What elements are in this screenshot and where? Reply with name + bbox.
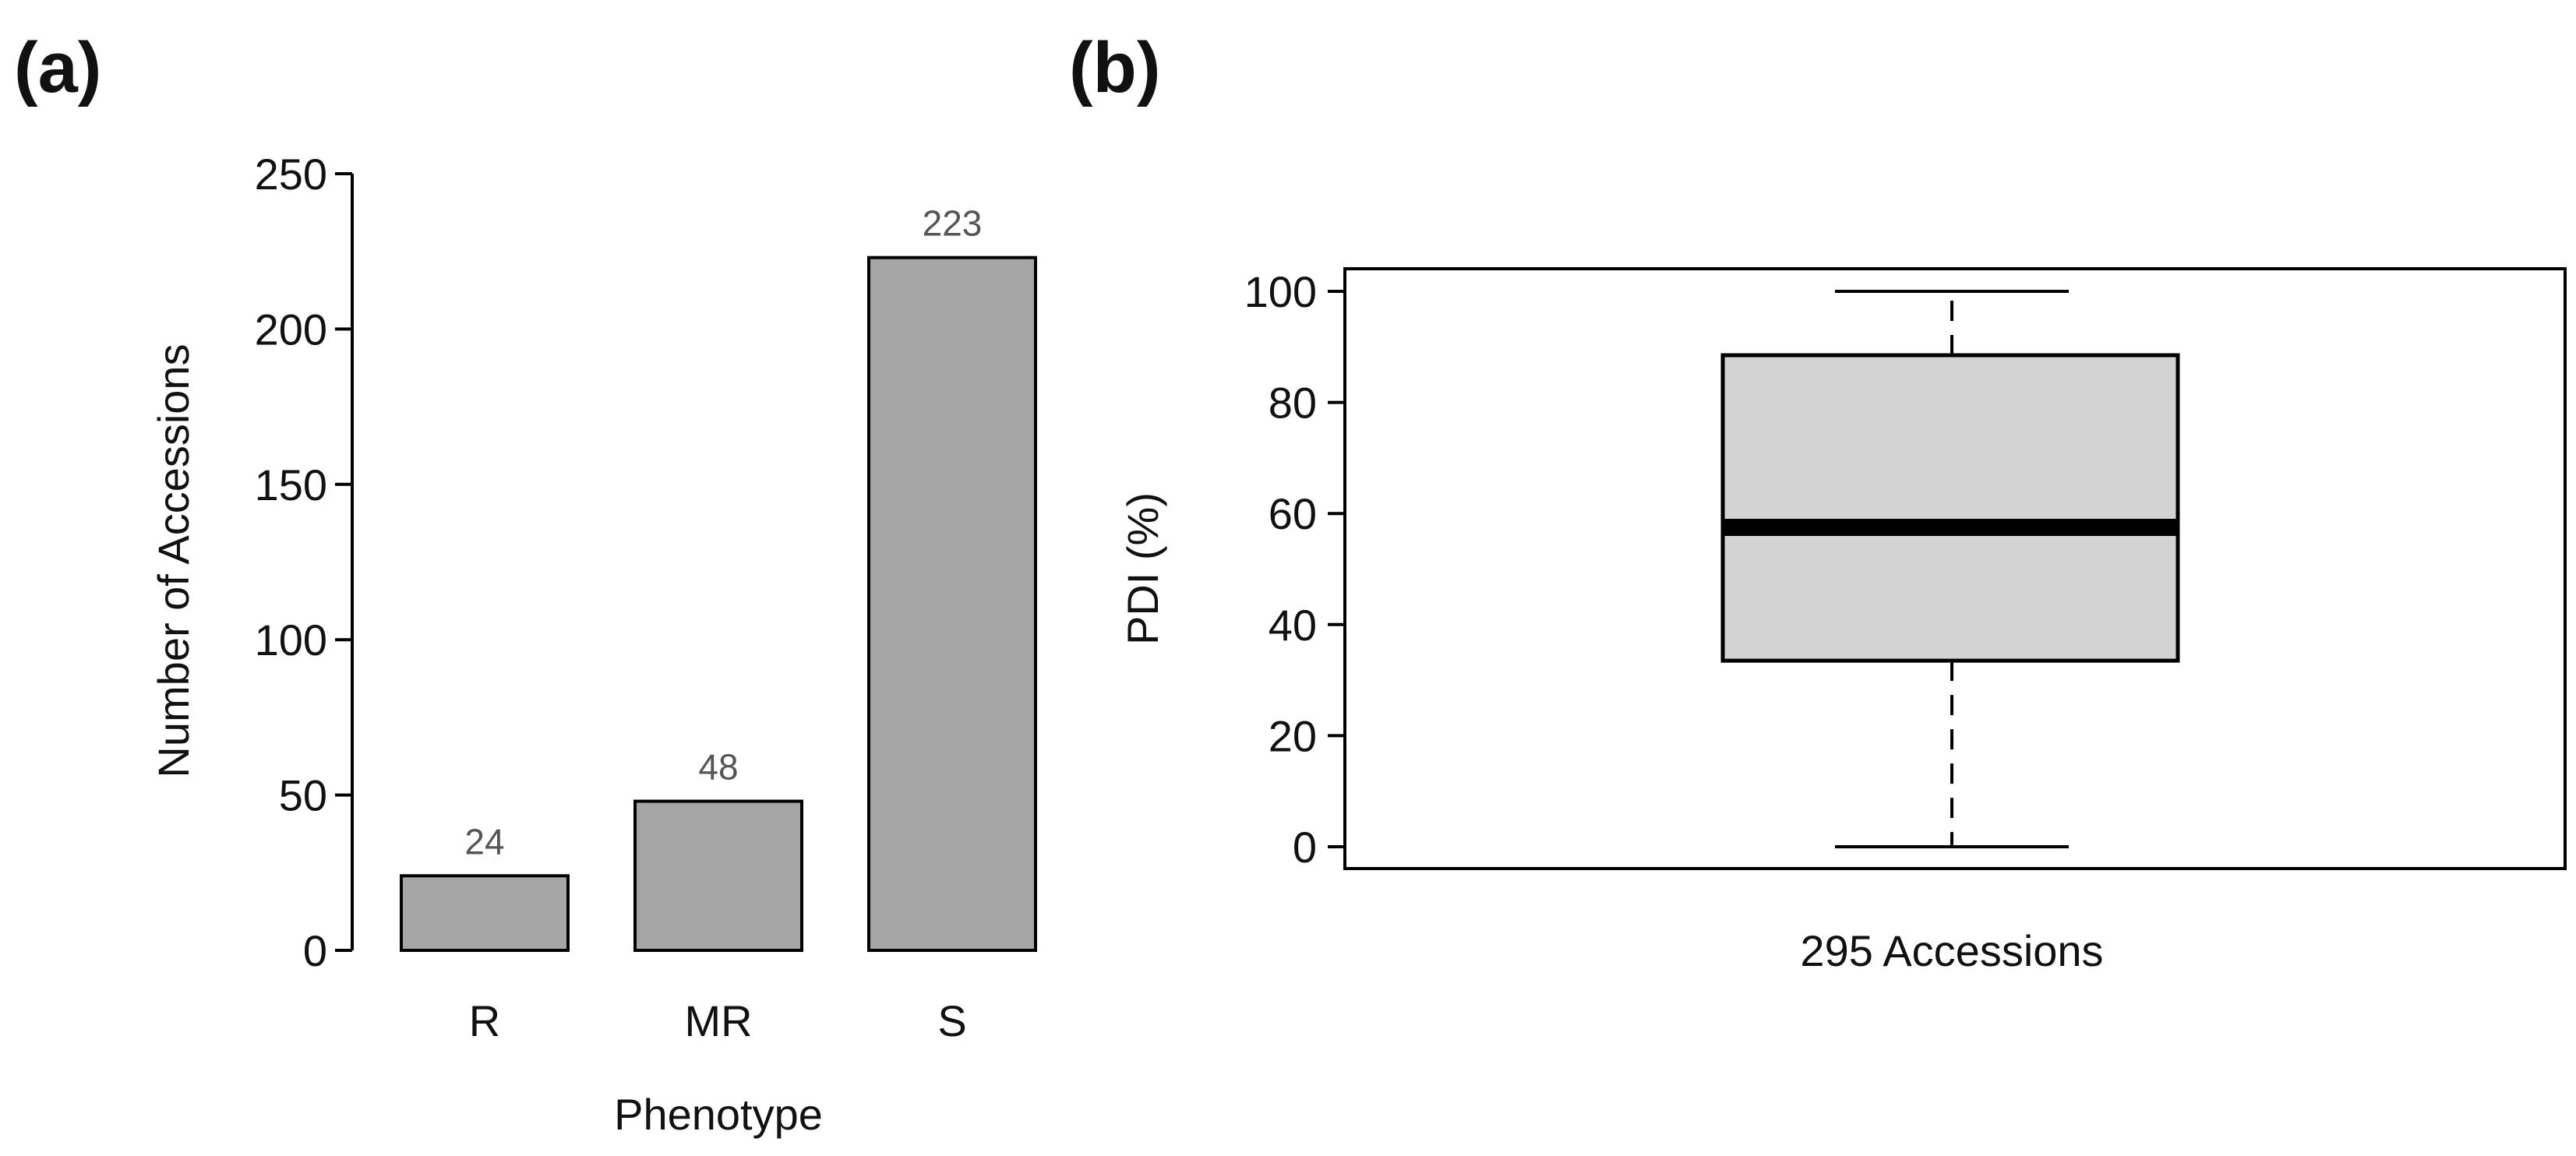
- data-label-s: 223: [923, 203, 983, 244]
- x-tick-label-s: S: [937, 996, 966, 1045]
- bars: [400, 256, 1037, 953]
- y-tick-label: 200: [255, 305, 327, 354]
- y-tick-label: 250: [255, 150, 327, 199]
- y-axis-title: Number of Accessions: [149, 344, 198, 777]
- x-axis-category-label: 295 Accessions: [1800, 926, 2103, 975]
- bar-s: [867, 256, 1037, 952]
- y-tick-label: 40: [1269, 601, 1317, 650]
- y-tick-label: 50: [279, 771, 327, 820]
- x-axis-tick-labels: R MR S: [469, 996, 967, 1045]
- y-tick-label: 80: [1269, 379, 1317, 428]
- y-tick-label: 150: [255, 460, 327, 509]
- y-axis-ticks: 0 20 40 60 80 100: [1244, 267, 1345, 872]
- box-plot-panel: (b) 0 20 40 60 80 100 295 Accessions PDI (%): [1069, 28, 2567, 975]
- box-plot: [1720, 290, 2180, 848]
- y-tick-label: 60: [1269, 489, 1317, 538]
- x-tick-label-mr: MR: [684, 996, 752, 1045]
- x-tick-label-r: R: [469, 996, 500, 1045]
- plot-frame: [1343, 267, 2567, 870]
- x-axis-title: Phenotype: [614, 1090, 823, 1139]
- y-axis-title: PDI (%): [1118, 492, 1167, 645]
- y-tick-label: 20: [1269, 711, 1317, 760]
- bar-r: [400, 874, 570, 952]
- y-tick-label: 100: [1244, 267, 1317, 316]
- interquartile-box: [1720, 353, 2180, 663]
- y-tick-label: 100: [255, 615, 327, 664]
- bar-chart-panel: (a) 0 50 100 150 200 250 24 48 223 R MR S Phenoty…: [14, 28, 1037, 1139]
- data-label-mr: 48: [698, 747, 738, 788]
- y-tick-label: 0: [303, 926, 327, 975]
- y-axis-ticks: 0 50 100 150 200 250: [255, 150, 352, 975]
- panel-label-b: (b): [1069, 28, 1160, 107]
- bar-mr: [633, 799, 803, 953]
- bar-data-labels: 24 48 223: [464, 203, 982, 862]
- y-tick-label: 0: [1293, 823, 1317, 872]
- data-label-r: 24: [464, 821, 504, 862]
- panel-label-a: (a): [14, 28, 101, 107]
